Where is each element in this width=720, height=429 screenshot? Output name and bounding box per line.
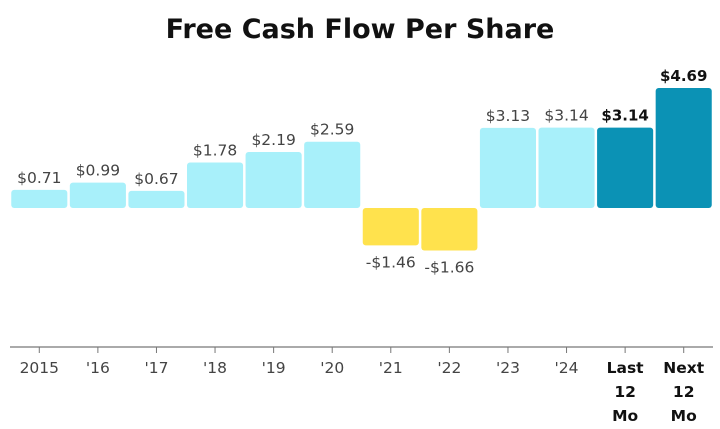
value-label-2: $0.67 xyxy=(134,170,178,188)
value-label-9: $3.14 xyxy=(544,107,588,125)
category-label-8: '23 xyxy=(496,359,520,377)
category-label-9: '24 xyxy=(555,359,579,377)
category-label-6: '21 xyxy=(379,359,403,377)
value-label-4: $2.19 xyxy=(251,131,295,149)
bar-11 xyxy=(655,88,712,209)
category-label-4: '19 xyxy=(262,359,286,377)
category-label-11-line-1: 12 xyxy=(673,383,695,401)
value-label-3: $1.78 xyxy=(193,141,237,159)
category-label-2: '17 xyxy=(144,359,168,377)
category-label-1: '16 xyxy=(86,359,110,377)
bar-10 xyxy=(597,127,654,209)
category-label-11-line-0: Next xyxy=(663,359,704,377)
chart-title: Free Cash Flow Per Share xyxy=(165,14,555,45)
value-label-5: $2.59 xyxy=(310,121,354,139)
value-label-8: $3.13 xyxy=(486,107,530,125)
value-label-6: -$1.46 xyxy=(366,253,416,271)
category-label-0: 2015 xyxy=(20,359,59,377)
bar-7 xyxy=(421,208,478,251)
bar-6 xyxy=(362,208,419,246)
category-label-3: '18 xyxy=(203,359,227,377)
value-label-11: $4.69 xyxy=(660,67,707,85)
category-label-11-line-2: Mo xyxy=(671,407,697,425)
bar-4 xyxy=(245,151,302,209)
bar-2 xyxy=(128,190,185,209)
category-label-10-line-2: Mo xyxy=(612,407,638,425)
value-label-7: -$1.66 xyxy=(424,258,474,276)
value-label-10: $3.14 xyxy=(601,107,648,125)
bar-9 xyxy=(538,127,595,209)
value-label-1: $0.99 xyxy=(76,162,120,180)
bar-5 xyxy=(304,141,361,209)
value-label-0: $0.71 xyxy=(17,169,61,187)
bar-8 xyxy=(479,127,536,209)
bar-3 xyxy=(187,162,244,209)
category-label-10-line-0: Last xyxy=(607,359,645,377)
category-label-10-line-1: 12 xyxy=(614,383,636,401)
category-label-5: '20 xyxy=(320,359,344,377)
bar-1 xyxy=(69,182,126,209)
category-label-7: '22 xyxy=(437,359,461,377)
bar-0 xyxy=(11,189,68,209)
